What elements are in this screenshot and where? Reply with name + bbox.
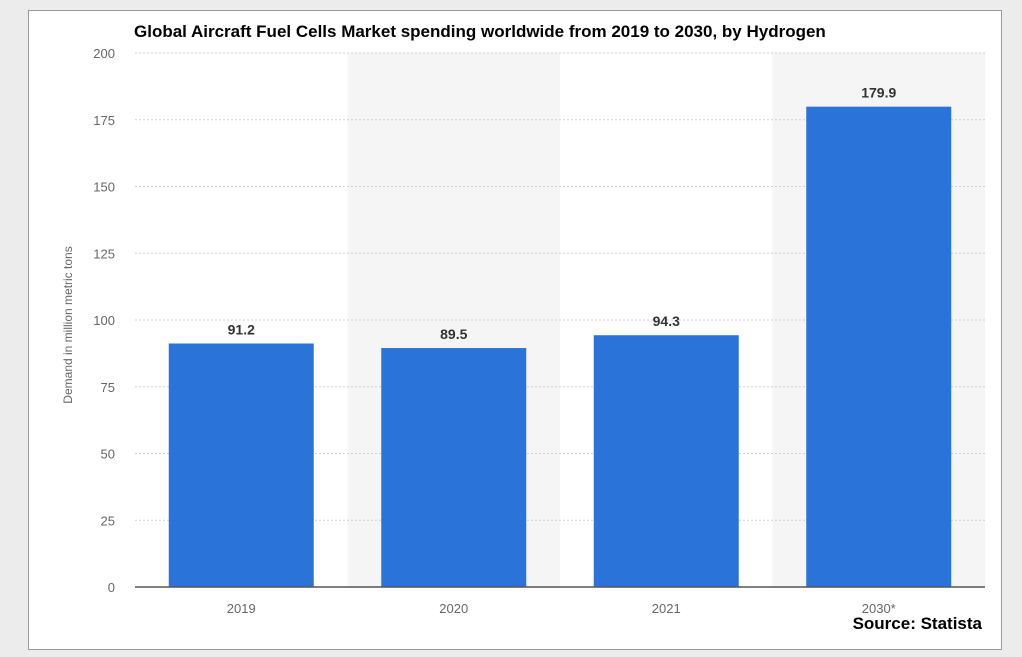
bars — [168, 106, 952, 588]
data-label: 91.2 — [228, 321, 255, 337]
y-tick-label: 75 — [101, 380, 115, 395]
x-tick-label: 2019 — [227, 601, 256, 616]
bar — [168, 343, 314, 587]
x-tick-label: 2030* — [862, 601, 896, 616]
x-tick-label: 2021 — [652, 601, 681, 616]
y-tick-label: 125 — [93, 246, 115, 261]
y-tick-label: 0 — [108, 580, 115, 595]
y-tick-label: 100 — [93, 313, 115, 328]
data-label: 179.9 — [861, 85, 896, 101]
data-label: 94.3 — [653, 313, 680, 329]
bar — [381, 348, 527, 587]
source-credit: Source: Statista — [852, 614, 982, 633]
y-tick-label: 50 — [101, 447, 115, 462]
chart-title: Global Aircraft Fuel Cells Market spendi… — [134, 22, 826, 41]
y-tick-label: 25 — [101, 513, 115, 528]
y-tick-label: 175 — [93, 113, 115, 128]
data-labels: 91.2 89.5 94.3 179.9 — [228, 85, 897, 342]
y-tick-label: 150 — [93, 180, 115, 195]
y-axis-ticks: 0 25 50 75 100 125 150 175 200 — [93, 46, 115, 595]
bar — [806, 106, 952, 588]
x-tick-label: 2020 — [439, 601, 468, 616]
bar — [593, 335, 739, 587]
data-label: 89.5 — [440, 326, 467, 342]
x-axis-ticks: 2019 2020 2021 2030* — [227, 601, 896, 616]
y-axis-label: Demand in million metric tons — [61, 246, 75, 403]
y-tick-label: 200 — [93, 46, 115, 61]
